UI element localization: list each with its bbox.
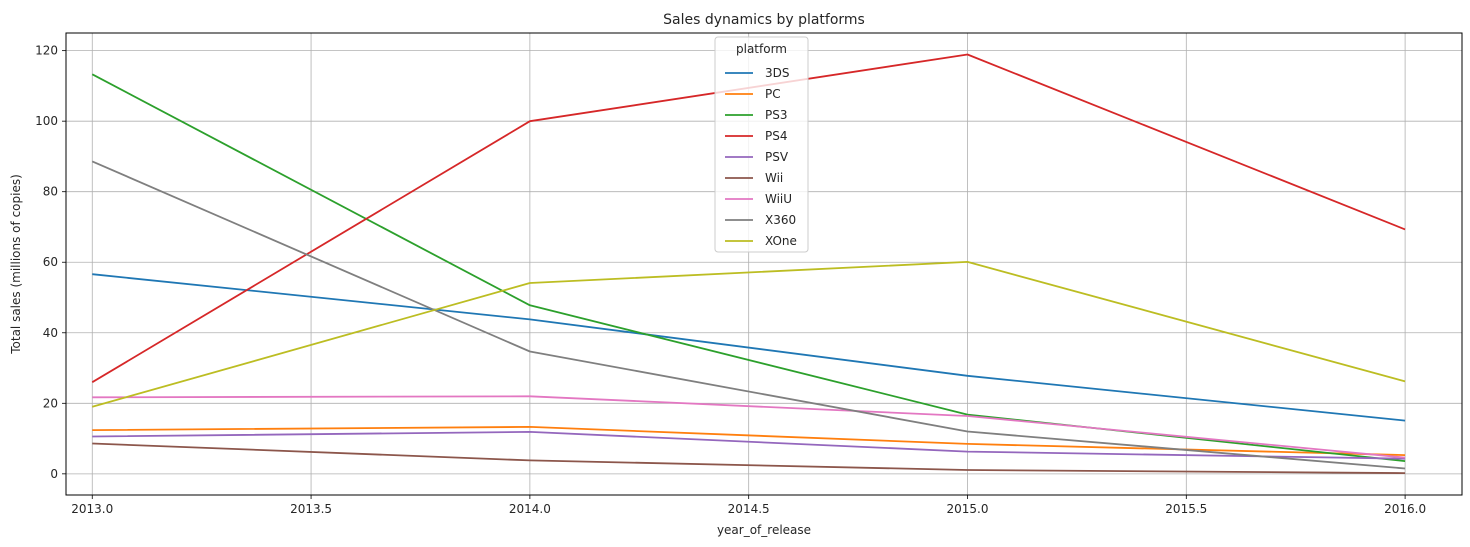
x-tick-label: 2013.5 [290,502,332,516]
y-tick-label: 0 [50,467,58,481]
legend-label-xone: XOne [765,234,797,248]
x-axis-label: year_of_release [717,523,811,537]
y-tick-label: 20 [43,396,58,410]
legend-label-psv: PSV [765,150,789,164]
legend-label-ps4: PS4 [765,129,788,143]
x-axis-ticks: 2013.0 2013.5 2014.0 2014.5 2015.0 2015.5 2016… [71,495,1426,516]
plot-frame [65,32,1463,496]
x-tick-label: 2014.5 [728,502,770,516]
x-tick-label: 2014.0 [509,502,551,516]
legend-label-wiiu: WiiU [765,192,792,206]
y-tick-label: 120 [35,44,58,58]
y-tick-label: 60 [43,255,58,269]
y-axis-label: Total sales (millions of copies) [9,174,23,355]
x-tick-label: 2015.5 [1165,502,1207,516]
series-line-wii [92,442,1406,474]
x-tick-label: 2015.0 [946,502,988,516]
legend-label-ps3: PS3 [765,108,788,122]
series-line-xone [92,260,1406,408]
y-tick-label: 100 [35,114,58,128]
legend-label-wii: Wii [765,171,783,185]
legend-title: platform [736,42,787,56]
x-tick-label: 2016.0 [1384,502,1426,516]
chart-title: Sales dynamics by platforms [663,12,865,28]
legend-items: 3DS PC PS3 PS4 PSV Wii WiiU X360 XOne [725,66,797,248]
y-tick-label: 40 [43,326,58,340]
series-line-3ds [92,273,1406,422]
series-line-x360 [91,160,1406,470]
legend: platform 3DS PC PS3 PS4 PSV Wii WiiU X360 XOne [714,36,809,253]
legend-label-3ds: 3DS [765,66,790,80]
legend-label-x360: X360 [765,213,796,227]
series-line-wiiu [92,395,1406,459]
x-tick-label: 2013.0 [71,502,113,516]
y-tick-label: 80 [43,185,58,199]
series-line-ps3 [91,73,1406,462]
y-axis-ticks: 0 20 40 60 80 100 120 [35,44,66,481]
series-line-psv [92,430,1406,460]
legend-label-pc: PC [765,87,781,101]
